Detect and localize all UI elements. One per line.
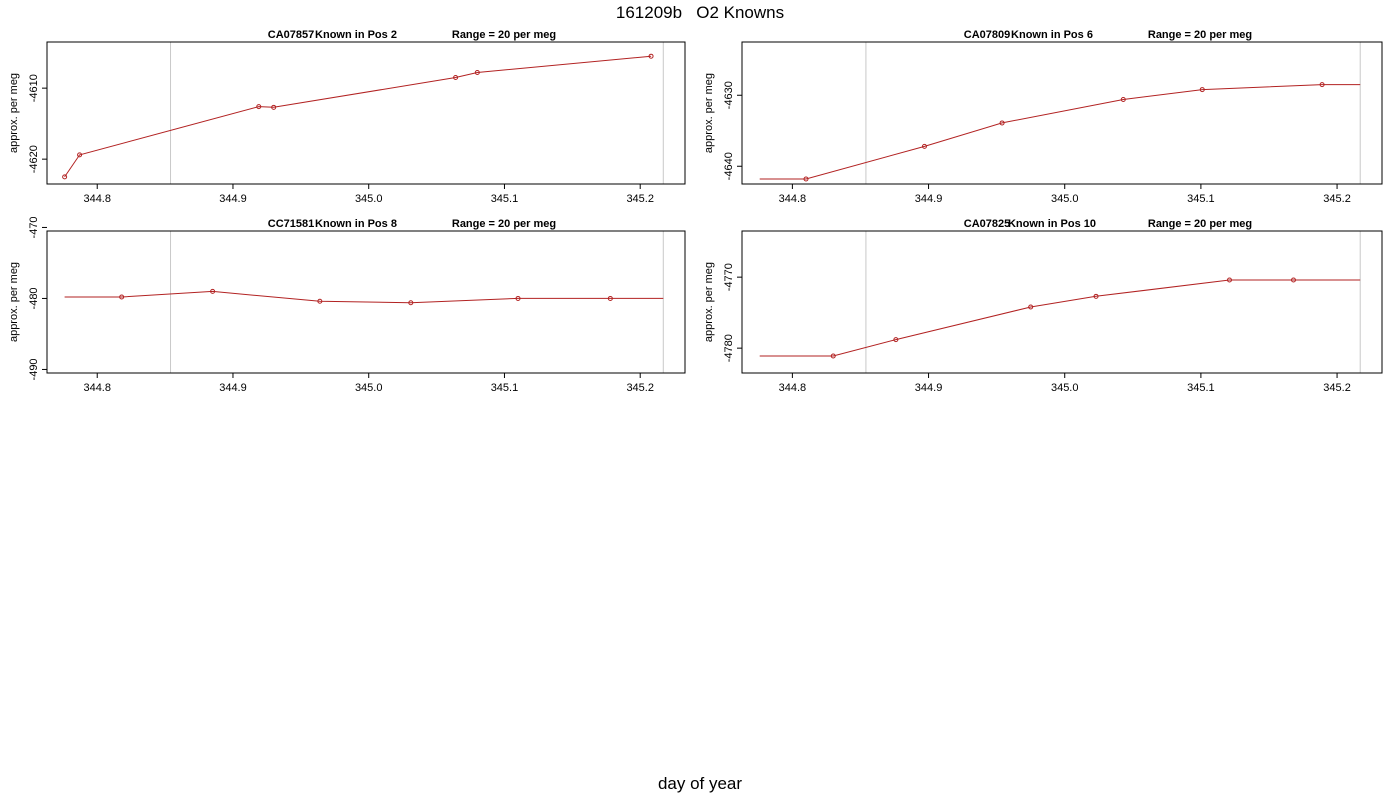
- plot-frame: [46, 41, 686, 185]
- x-tick-label: 345.0: [355, 193, 383, 205]
- x-tick-label: 345.2: [1323, 382, 1351, 394]
- data-point: [77, 152, 83, 158]
- y-tick-label: -4610: [28, 74, 40, 102]
- data-point: [408, 300, 414, 306]
- plot-frame: [741, 41, 1383, 185]
- data-point: [893, 337, 899, 343]
- x-tick-label: 345.0: [1051, 193, 1079, 205]
- y-tick-label: -490: [28, 358, 40, 380]
- x-tick-label: 344.8: [779, 193, 807, 205]
- x-tick-label: 344.8: [83, 382, 111, 394]
- panel-standard-label: CA07857: [268, 29, 314, 41]
- plot-frame: [46, 230, 686, 374]
- data-point: [607, 295, 613, 301]
- data-point: [1199, 87, 1205, 93]
- data-point: [1120, 97, 1126, 103]
- data-point: [210, 288, 216, 294]
- data-point: [1319, 82, 1325, 88]
- x-tick-label: 344.9: [219, 382, 247, 394]
- panel-standard-label: CA07825: [964, 218, 1010, 230]
- data-point: [256, 104, 262, 110]
- data-point: [648, 53, 654, 59]
- data-point: [317, 298, 323, 304]
- x-tick-label: 345.0: [355, 382, 383, 394]
- panel-position-label: Known in Pos 10: [1008, 218, 1096, 230]
- plot-panel-2: CA07809 Known in Pos 6 Range = 20 per meg 3…: [703, 29, 1383, 205]
- x-tick-label: 345.1: [1187, 193, 1215, 205]
- plot-panel-1: CA07857 Known in Pos 2 Range = 20 per meg 3…: [8, 29, 686, 205]
- x-tick-label: 345.1: [491, 382, 519, 394]
- data-point: [999, 120, 1005, 126]
- data-point: [271, 104, 277, 110]
- y-axis-label: approx. per meg: [8, 73, 20, 153]
- panel-position-label: Known in Pos 6: [1011, 29, 1093, 41]
- panel-range-label: Range = 20 per meg: [452, 29, 556, 41]
- data-point: [1093, 293, 1099, 299]
- y-tick-label: -4630: [723, 81, 735, 109]
- panel-range-label: Range = 20 per meg: [1148, 29, 1252, 41]
- data-point: [515, 295, 521, 301]
- y-tick-label: -4640: [723, 152, 735, 180]
- x-tick-label: 345.1: [491, 193, 519, 205]
- data-point: [119, 294, 125, 300]
- series-line: [759, 84, 1361, 180]
- plot-frame: [741, 230, 1383, 374]
- y-tick-label: -4620: [28, 145, 40, 173]
- panel-standard-label: CC71581: [268, 218, 314, 230]
- x-tick-label: 345.2: [626, 193, 654, 205]
- series-line: [64, 55, 652, 178]
- data-point: [1028, 304, 1034, 310]
- plots-area: CA07857 Known in Pos 2 Range = 20 per meg 3…: [8, 29, 1383, 394]
- x-tick-label: 345.1: [1187, 382, 1215, 394]
- y-axis-label: approx. per meg: [703, 73, 715, 153]
- y-tick-label: -470: [28, 216, 40, 238]
- y-tick-label: -4770: [723, 263, 735, 291]
- x-tick-label: 345.2: [1323, 193, 1351, 205]
- data-point: [1226, 277, 1232, 283]
- x-tick-label: 344.9: [219, 193, 247, 205]
- x-tick-label: 345.2: [626, 382, 654, 394]
- panel-position-label: Known in Pos 2: [315, 29, 397, 41]
- panel-range-label: Range = 20 per meg: [1148, 218, 1252, 230]
- series-line: [64, 290, 664, 304]
- x-tick-label: 344.9: [915, 193, 943, 205]
- data-point: [830, 353, 836, 359]
- data-point: [453, 75, 459, 80]
- x-tick-label: 344.8: [83, 193, 111, 205]
- x-tick-label: 344.8: [779, 382, 807, 394]
- data-point: [921, 143, 927, 149]
- x-axis-label: day of year: [657, 774, 743, 793]
- y-tick-label: -4780: [723, 334, 735, 362]
- series-line: [759, 279, 1361, 357]
- panel-standard-label: CA07809: [964, 29, 1010, 41]
- y-axis-label: approx. per meg: [8, 262, 20, 342]
- y-tick-label: -480: [28, 287, 40, 309]
- plot-panel-3: CC71581 Known in Pos 8 Range = 20 per meg 3…: [8, 216, 686, 394]
- data-point: [474, 70, 480, 76]
- x-tick-label: 345.0: [1051, 382, 1079, 394]
- panel-position-label: Known in Pos 8: [315, 218, 397, 230]
- data-point: [62, 174, 68, 180]
- data-point: [1290, 277, 1296, 283]
- x-tick-label: 344.9: [915, 382, 943, 394]
- data-point: [803, 176, 809, 182]
- page-title: 161209b O2 Knowns: [615, 3, 785, 22]
- y-axis-label: approx. per meg: [703, 262, 715, 342]
- panel-range-label: Range = 20 per meg: [452, 218, 556, 230]
